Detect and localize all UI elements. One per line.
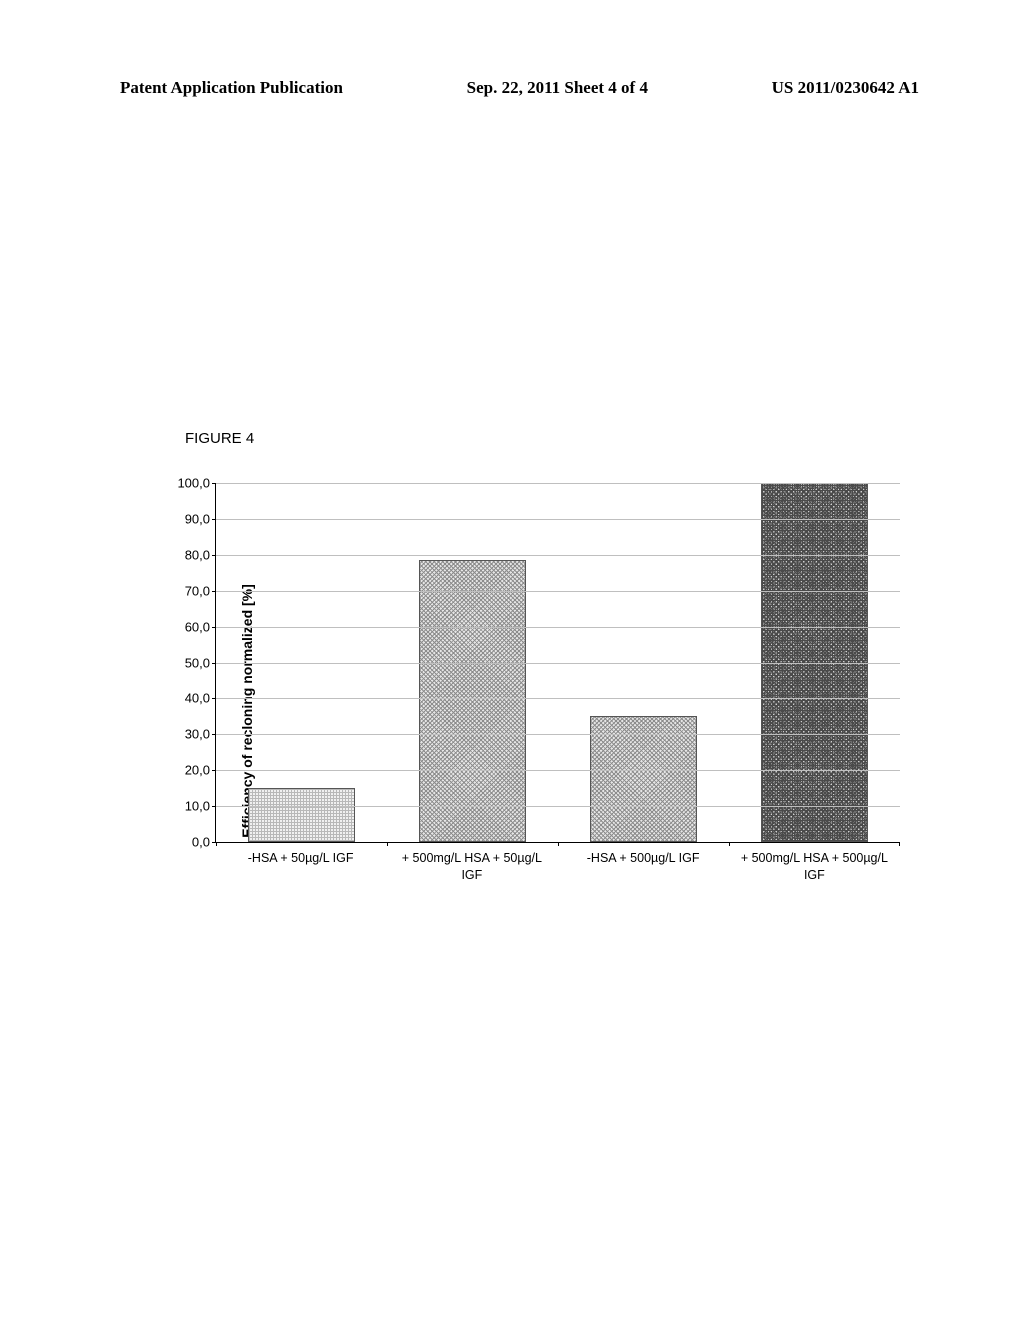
x-labels: -HSA + 50µg/L IGF+ 500mg/L HSA + 50µg/L … [215,850,900,884]
y-tick-label: 60,0 [185,619,216,634]
x-axis-label: -HSA + 500µg/L IGF [558,850,729,884]
y-tick-label: 0,0 [192,835,216,850]
figure-label: FIGURE 4 [185,430,254,447]
y-tick-label: 20,0 [185,763,216,778]
bar [248,788,354,842]
y-tick-label: 40,0 [185,691,216,706]
bar-chart: Efficiency of recloning normalized [%] 0… [140,483,900,938]
grid-line [216,519,900,520]
header-center: Sep. 22, 2011 Sheet 4 of 4 [467,78,648,98]
bar [419,560,525,842]
page-header: Patent Application Publication Sep. 22, … [0,78,1024,98]
grid-line [216,806,900,807]
grid-line [216,555,900,556]
x-axis-label: -HSA + 50µg/L IGF [215,850,386,884]
y-tick-label: 10,0 [185,799,216,814]
y-tick-label: 50,0 [185,655,216,670]
x-axis-label: + 500mg/L HSA + 50µg/L IGF [386,850,557,884]
header-right: US 2011/0230642 A1 [772,78,919,98]
x-axis-label: + 500mg/L HSA + 500µg/L IGF [729,850,900,884]
grid-line [216,663,900,664]
grid-line [216,627,900,628]
y-tick-label: 80,0 [185,547,216,562]
x-tick-mark [899,842,900,846]
y-tick-label: 90,0 [185,511,216,526]
grid-line [216,698,900,699]
y-tick-label: 30,0 [185,727,216,742]
plot-area: 0,010,020,030,040,050,060,070,080,090,01… [215,483,900,843]
y-tick-label: 70,0 [185,583,216,598]
grid-line [216,770,900,771]
plot-top-border [216,483,900,484]
grid-line [216,734,900,735]
grid-line [216,591,900,592]
grid-line [216,842,900,843]
y-tick-label: 100,0 [177,476,216,491]
header-left: Patent Application Publication [120,78,343,98]
